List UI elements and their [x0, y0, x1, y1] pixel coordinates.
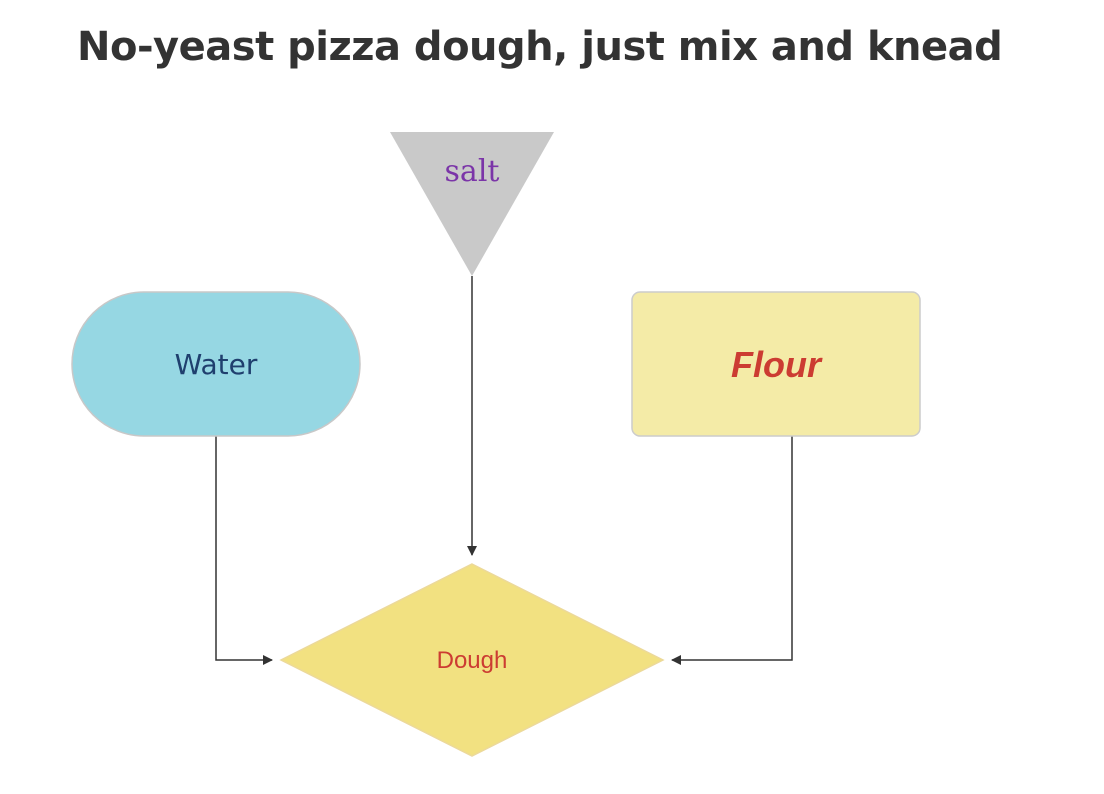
- water-label: Water: [175, 348, 258, 381]
- edges: [215, 276, 793, 665]
- node-water[interactable]: Water: [71, 291, 361, 437]
- flour-shape: [631, 291, 921, 437]
- water-shape: [71, 291, 361, 437]
- node-salt[interactable]: salt: [390, 132, 554, 276]
- dough-label: Dough: [437, 647, 508, 674]
- diagram-title: No-yeast pizza dough, just mix and knead: [77, 24, 1003, 70]
- salt-shape: [390, 132, 554, 276]
- dough-shape: [279, 563, 665, 757]
- edge-flour-to-dough: [671, 436, 793, 665]
- edge-water-to-dough: [215, 436, 273, 665]
- salt-label: salt: [445, 154, 500, 189]
- flour-label: Flour: [731, 344, 823, 385]
- node-flour[interactable]: Flour: [631, 291, 921, 437]
- node-dough[interactable]: Dough: [279, 563, 665, 757]
